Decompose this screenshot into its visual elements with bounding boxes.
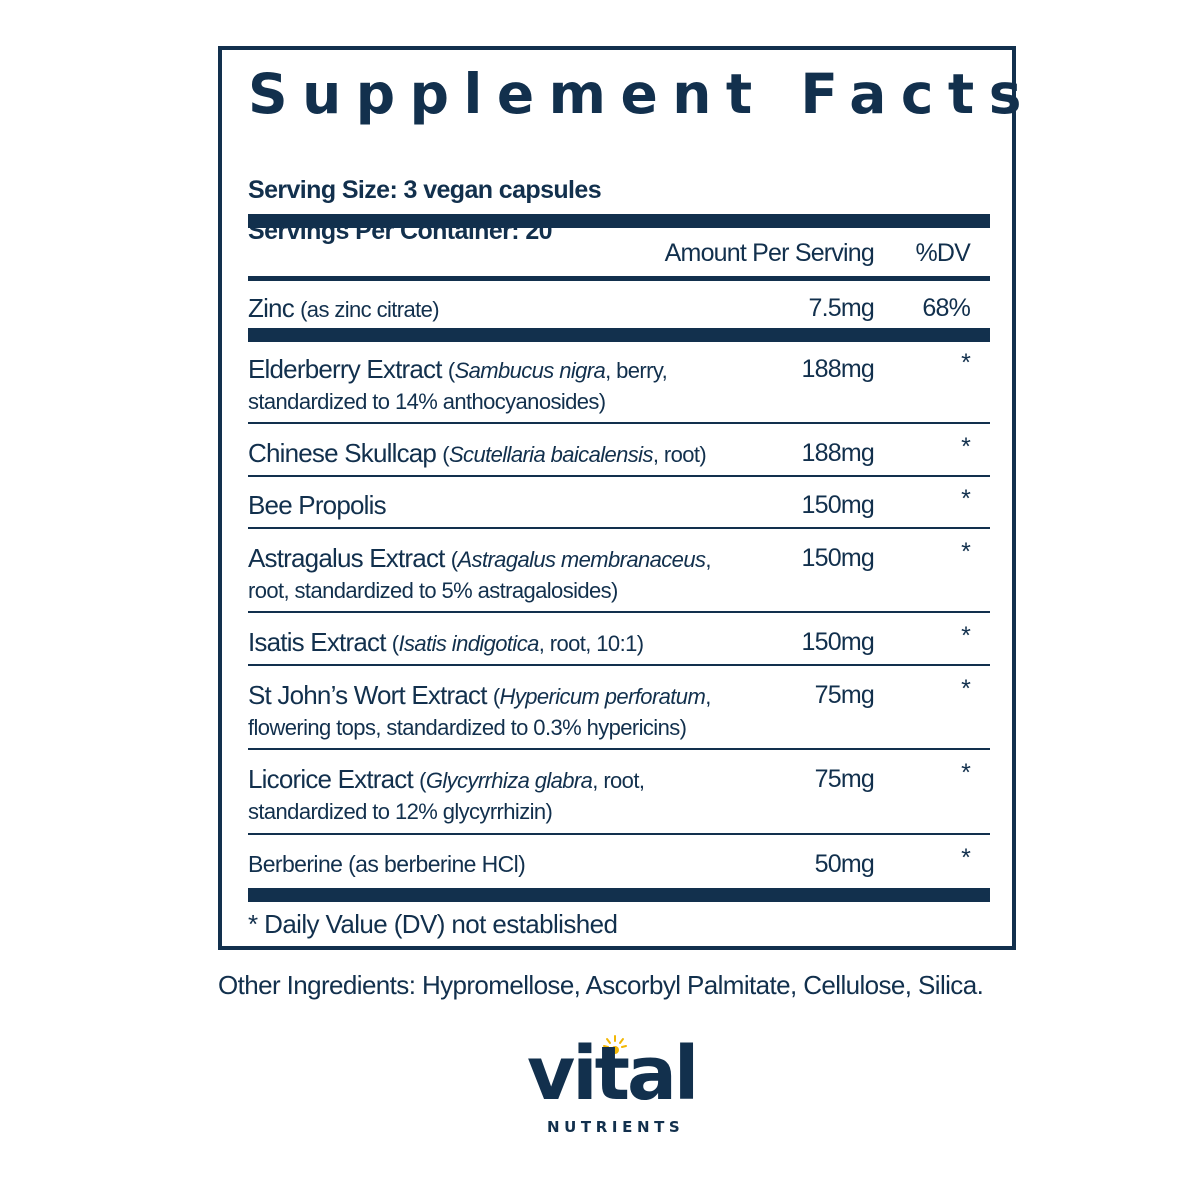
medium-divider — [248, 276, 990, 281]
ingredient-dv: 68% — [922, 294, 970, 322]
ingredient-amount: 150mg — [801, 491, 875, 519]
supplement-facts-panel: Supplement Facts Serving Size: 3 vegan c… — [218, 46, 1021, 950]
ingredient-dv: * — [961, 433, 971, 461]
ingredient-dv: * — [961, 622, 971, 650]
ingredient-name: Licorice Extract (Glycyrrhiza glabra, ro… — [248, 764, 645, 824]
logo-subtitle: NUTRIENTS — [547, 1118, 685, 1136]
row-divider — [248, 527, 990, 529]
ingredient-amount: 50mg — [814, 850, 875, 878]
amount-header: Amount Per Serving — [664, 239, 875, 267]
row-divider — [248, 748, 990, 750]
thick-divider — [248, 328, 990, 342]
ingredient-name: Zinc (as zinc citrate) — [248, 293, 440, 323]
serving-size: Serving Size: 3 vegan capsules — [248, 176, 602, 204]
ingredient-amount: 75mg — [814, 765, 875, 793]
row-divider — [248, 833, 990, 835]
ingredient-name: St John’s Wort Extract (Hypericum perfor… — [248, 680, 711, 740]
brand-logo: vital NUTRIENTS — [527, 1032, 717, 1140]
ingredient-name: Bee Propolis — [248, 490, 387, 520]
thick-divider — [248, 888, 990, 902]
dv-footnote: * Daily Value (DV) not established — [248, 909, 618, 939]
ingredient-amount: 188mg — [801, 439, 875, 467]
ingredient-name: Astragalus Extract (Astragalus membranac… — [248, 543, 711, 603]
row-divider — [248, 422, 990, 424]
ingredient-dv: * — [961, 349, 971, 377]
ingredient-dv: * — [961, 538, 971, 566]
ingredient-name: Berberine (as berberine HCl) — [248, 851, 526, 877]
ingredient-amount: 188mg — [801, 355, 875, 383]
ingredient-dv: * — [961, 759, 971, 787]
ingredient-name: Isatis Extract (Isatis indigotica, root,… — [248, 627, 644, 657]
logo-wordmark: vital — [527, 1031, 699, 1117]
ingredient-name: Elderberry Extract (Sambucus nigra, berr… — [248, 354, 668, 414]
ingredient-amount: 7.5mg — [808, 294, 875, 322]
ingredient-name: Chinese Skullcap (Scutellaria baicalensi… — [248, 438, 707, 468]
ingredient-dv: * — [961, 844, 971, 872]
ingredient-dv: * — [961, 675, 971, 703]
dv-header: %DV — [915, 239, 970, 267]
row-divider — [248, 475, 990, 477]
ingredient-amount: 150mg — [801, 544, 875, 572]
thick-divider — [248, 214, 990, 228]
sun-icon — [603, 1035, 627, 1054]
panel-title: Supplement Facts — [248, 62, 1036, 126]
ingredient-amount: 75mg — [814, 681, 875, 709]
other-ingredients: Other Ingredients: Hypromellose, Ascorby… — [218, 970, 984, 1000]
row-divider — [248, 664, 990, 666]
ingredient-amount: 150mg — [801, 628, 875, 656]
row-divider — [248, 611, 990, 613]
ingredient-dv: * — [961, 485, 971, 513]
